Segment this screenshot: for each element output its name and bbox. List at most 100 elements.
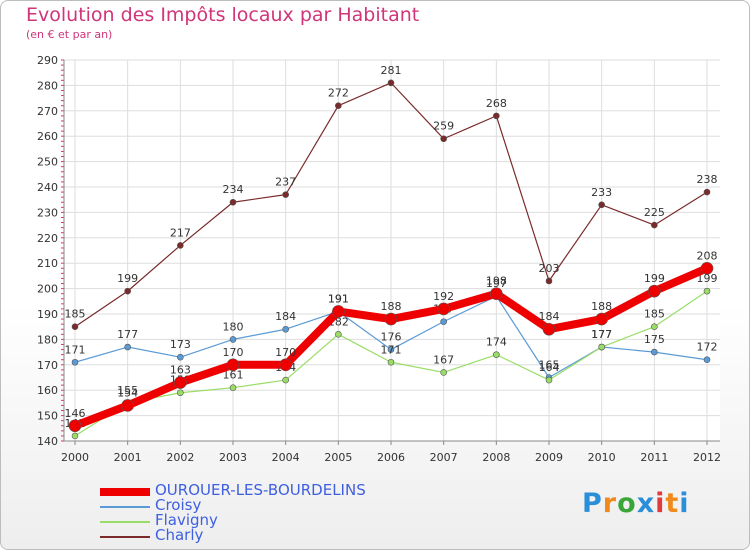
legend-label: OUROUER-LES-BOURDELINS [155, 481, 366, 499]
data-label-charly: 185 [65, 308, 86, 321]
y-tick-label: 150 [37, 410, 58, 423]
data-label-ourouer-les-bourdelins: 154 [117, 386, 138, 399]
data-point-flavigny [598, 343, 605, 351]
logo-letter: r [602, 488, 618, 519]
data-label-croisy: 180 [223, 320, 244, 333]
data-point-flavigny [282, 376, 289, 384]
chart-title: Evolution des Impôts locaux par Habitant [26, 4, 420, 26]
y-tick-label: 270 [37, 105, 58, 118]
data-label-flavigny: 199 [697, 272, 718, 285]
data-label-flavigny: 177 [591, 328, 612, 341]
x-tick-label: 2003 [219, 451, 247, 464]
data-point-flavigny [335, 331, 342, 338]
legend-label: Croisy [155, 496, 202, 514]
data-label-flavigny: 174 [486, 336, 507, 349]
y-tick-label: 280 [37, 79, 58, 92]
data-label-flavigny: 167 [433, 353, 454, 366]
x-tick-label: 2002 [166, 451, 194, 464]
proxiti-logo: Proxiti [582, 488, 690, 519]
data-label-croisy: 171 [65, 343, 86, 356]
data-point-charly [335, 102, 342, 110]
y-tick-label: 200 [37, 283, 58, 296]
data-label-ourouer-les-bourdelins: 192 [433, 290, 454, 303]
data-point-ourouer-les-bourdelins [174, 376, 187, 389]
data-point-ourouer-les-bourdelins [595, 312, 608, 326]
data-point-flavigny [440, 369, 447, 376]
y-tick-label: 180 [37, 333, 58, 346]
data-label-charly: 225 [644, 206, 665, 219]
y-tick-label: 140 [37, 435, 58, 448]
data-label-croisy: 177 [591, 328, 612, 341]
data-point-ourouer-les-bourdelins [700, 261, 714, 275]
data-point-charly [124, 287, 131, 295]
legend-label: Charly [155, 526, 204, 544]
data-point-charly [545, 277, 553, 285]
data-point-charly [703, 188, 711, 196]
y-tick-label: 290 [37, 54, 58, 67]
plot-area [64, 60, 720, 441]
legend-swatch [100, 506, 150, 508]
data-point-flavigny [71, 432, 79, 440]
data-label-ourouer-les-bourdelins: 188 [591, 300, 612, 313]
data-point-charly [440, 135, 447, 143]
data-point-charly [387, 79, 395, 87]
data-label-croisy: 176 [381, 331, 402, 344]
x-tick-label: 2010 [588, 451, 616, 464]
y-tick-label: 250 [37, 156, 58, 169]
data-point-croisy [703, 356, 711, 364]
data-label-croisy: 175 [644, 333, 665, 346]
data-label-charly: 268 [486, 97, 507, 110]
data-label-croisy: 177 [117, 328, 138, 341]
x-tick-label: 2007 [430, 451, 458, 464]
data-point-ourouer-les-bourdelins [279, 358, 292, 372]
x-tick-label: 2000 [61, 451, 89, 464]
data-label-ourouer-les-bourdelins: 199 [644, 272, 665, 285]
data-label-flavigny: 185 [644, 308, 665, 321]
data-label-charly: 203 [539, 262, 560, 275]
logo-letter: i [679, 488, 690, 519]
data-point-charly [598, 201, 605, 209]
data-label-charly: 199 [117, 272, 138, 285]
y-tick-label: 260 [37, 130, 58, 143]
data-point-flavigny [545, 376, 553, 384]
data-label-ourouer-les-bourdelins: 146 [65, 407, 86, 420]
data-point-flavigny [229, 384, 237, 391]
x-tick-label: 2012 [693, 451, 721, 464]
data-label-ourouer-les-bourdelins: 191 [328, 292, 349, 305]
data-label-croisy: 197 [486, 277, 507, 290]
data-point-croisy [651, 348, 658, 356]
data-point-ourouer-les-bourdelins [226, 358, 240, 372]
data-point-croisy [387, 346, 395, 353]
logo-letter: P [582, 488, 603, 519]
data-label-ourouer-les-bourdelins: 198 [486, 275, 507, 288]
data-label-charly: 281 [381, 64, 402, 77]
data-point-flavigny [493, 351, 500, 358]
data-label-flavigny: 161 [223, 369, 244, 382]
data-point-croisy [229, 336, 237, 343]
data-point-flavigny [703, 287, 711, 295]
x-tick-label: 2009 [535, 451, 563, 464]
data-point-charly [71, 323, 79, 331]
y-tick-label: 240 [37, 181, 58, 194]
y-tick-label: 160 [37, 384, 58, 397]
data-label-charly: 237 [275, 176, 296, 189]
data-point-flavigny [651, 323, 658, 331]
data-label-ourouer-les-bourdelins: 170 [275, 346, 296, 359]
data-label-croisy: 165 [539, 359, 560, 372]
data-point-charly [651, 221, 658, 229]
logo-letter: t [665, 488, 680, 519]
legend-label: Flavigny [155, 511, 218, 529]
data-point-ourouer-les-bourdelins [332, 305, 345, 318]
data-label-charly: 238 [697, 173, 718, 186]
logo-letter: o [617, 488, 637, 519]
data-point-croisy [177, 353, 184, 361]
x-tick-label: 2011 [640, 451, 668, 464]
data-label-ourouer-les-bourdelins: 170 [223, 346, 244, 359]
logo-letter: x [636, 488, 656, 519]
y-tick-label: 220 [37, 232, 58, 245]
data-point-charly [282, 191, 289, 198]
data-point-ourouer-les-bourdelins [384, 312, 398, 326]
data-label-ourouer-les-bourdelins: 163 [170, 364, 191, 377]
data-label-charly: 272 [328, 87, 349, 100]
